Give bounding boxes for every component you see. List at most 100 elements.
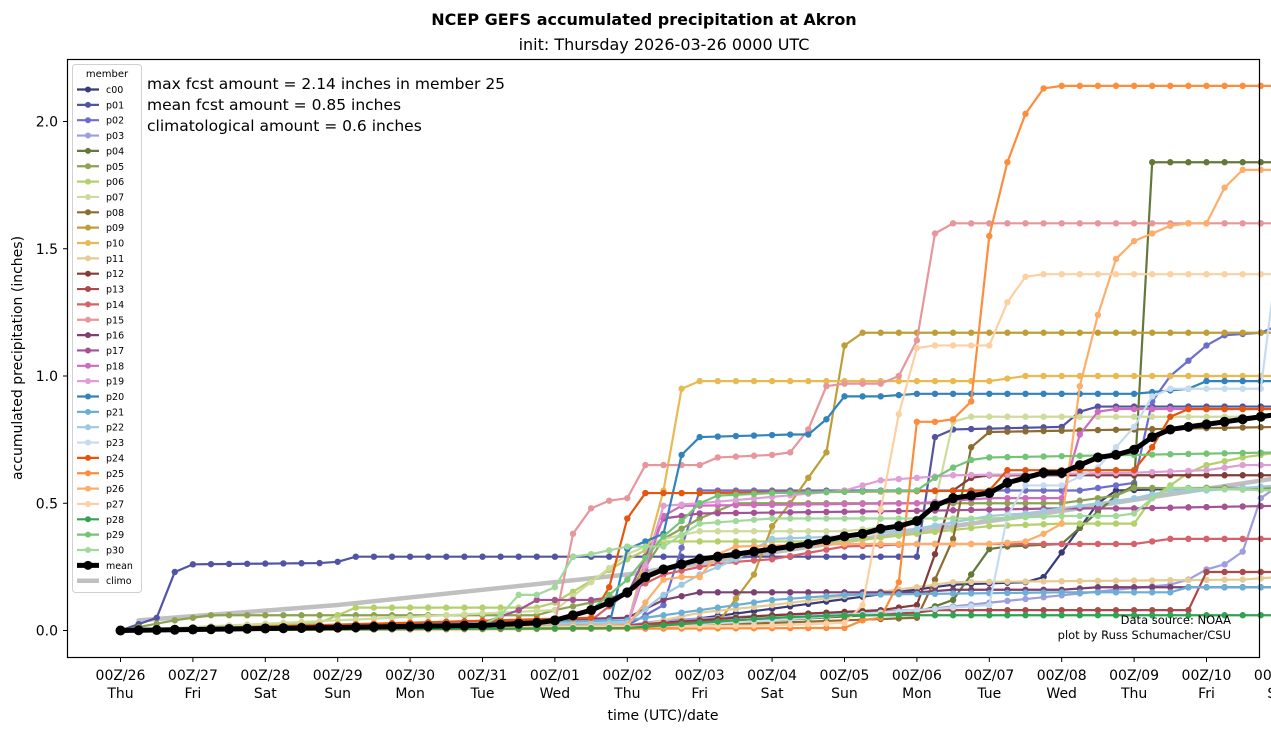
legend-marker-p13 xyxy=(85,286,91,293)
data-point-p15 xyxy=(1076,220,1084,227)
data-point-p26 xyxy=(1022,538,1029,545)
data-point-p10 xyxy=(678,385,685,392)
data-point-p07 xyxy=(1203,413,1210,420)
data-point-p30 xyxy=(1185,485,1192,492)
data-point-p14 xyxy=(1221,535,1228,543)
data-point-p22 xyxy=(678,581,685,588)
data-point-mean xyxy=(423,621,434,632)
data-point-p18 xyxy=(895,500,902,507)
data-point-p06 xyxy=(370,604,378,611)
data-point-p01 xyxy=(298,560,305,567)
data-point-p23 xyxy=(968,603,975,610)
legend-label-p25: p25 xyxy=(106,469,124,480)
data-point-p11 xyxy=(1022,578,1029,585)
data-point-p27 xyxy=(1004,298,1011,306)
data-point-p20 xyxy=(1130,390,1138,398)
legend-item-p07: p07 xyxy=(77,192,124,203)
data-point-p18 xyxy=(913,500,921,507)
data-point-p10 xyxy=(1040,372,1047,380)
data-point-p06 xyxy=(334,612,341,619)
data-point-mean xyxy=(278,623,289,634)
data-point-p17 xyxy=(787,509,794,516)
data-point-p07 xyxy=(352,616,359,623)
data-point-p06 xyxy=(895,532,902,539)
data-point-p25 xyxy=(859,617,866,624)
data-point-p15 xyxy=(606,497,613,504)
data-point-p28 xyxy=(895,612,902,619)
data-point-p29 xyxy=(841,488,848,495)
series-p24 xyxy=(117,405,1271,634)
data-point-p01 xyxy=(425,553,432,560)
legend-item-p11: p11 xyxy=(77,254,124,265)
data-point-p06 xyxy=(913,530,921,537)
data-point-p23 xyxy=(1167,385,1174,392)
data-point-p24 xyxy=(1203,405,1210,413)
data-point-p01 xyxy=(606,553,613,560)
legend-marker-p21 xyxy=(85,408,91,415)
data-point-p30 xyxy=(805,515,812,522)
data-point-p12 xyxy=(1185,472,1192,479)
data-point-p03 xyxy=(1022,595,1029,603)
legend-marker-p06 xyxy=(85,178,91,185)
x-tick-label-day: Sat xyxy=(1267,686,1271,702)
x-tick-label-day: Mon xyxy=(902,686,932,702)
data-point-p09 xyxy=(1239,329,1246,336)
data-point-p15 xyxy=(931,230,939,237)
data-point-p09 xyxy=(750,571,758,578)
data-point-p23 xyxy=(1040,482,1047,489)
data-point-mean xyxy=(1237,414,1248,425)
data-point-p28 xyxy=(1022,612,1029,619)
data-point-p25 xyxy=(1149,82,1156,90)
data-point-p04 xyxy=(1185,159,1192,166)
data-point-p10 xyxy=(787,377,794,385)
data-point-p24 xyxy=(624,515,631,522)
data-point-p07 xyxy=(750,528,758,535)
data-point-p19 xyxy=(1167,468,1174,475)
data-point-p26 xyxy=(1130,237,1138,245)
data-point-p28 xyxy=(1004,612,1011,619)
data-point-p17 xyxy=(1257,502,1265,510)
data-point-p11 xyxy=(968,578,975,586)
data-point-p06 xyxy=(1094,520,1102,527)
data-point-p01 xyxy=(352,553,359,560)
data-point-p10 xyxy=(805,377,812,385)
data-point-p06 xyxy=(1076,520,1084,527)
data-point-p05 xyxy=(1112,492,1120,499)
data-point-p21 xyxy=(787,595,794,602)
x-tick-label-time: 00Z/29 xyxy=(313,668,363,684)
data-point-p01 xyxy=(262,560,269,567)
data-point-p19 xyxy=(913,474,921,481)
data-point-p21 xyxy=(968,590,975,597)
annotation-max: max fcst amount = 2.14 inches in member … xyxy=(147,75,505,93)
data-point-p20 xyxy=(1203,377,1210,385)
legend-label-p01: p01 xyxy=(106,100,124,111)
data-point-p11 xyxy=(1004,578,1011,585)
legend-item-c00: c00 xyxy=(77,85,123,96)
data-point-p02 xyxy=(1040,487,1047,494)
data-point-p23 xyxy=(949,604,957,611)
data-point-p25 xyxy=(913,418,921,426)
data-point-p30 xyxy=(1149,494,1156,502)
data-point-mean xyxy=(749,546,759,557)
data-point-p30 xyxy=(497,612,504,619)
data-point-p06 xyxy=(425,604,432,611)
data-point-p29 xyxy=(1058,452,1065,460)
data-point-p15 xyxy=(660,461,667,469)
data-point-p05 xyxy=(298,612,305,619)
data-point-p07 xyxy=(461,611,468,618)
data-point-p22 xyxy=(1112,497,1120,504)
legend-label-p08: p08 xyxy=(106,208,124,219)
x-tick-label-time: 00Z/10 xyxy=(1182,668,1232,684)
legend-label-p29: p29 xyxy=(106,530,124,541)
data-point-p14 xyxy=(696,563,703,571)
data-point-p24 xyxy=(949,487,957,495)
data-point-p30 xyxy=(1076,512,1084,520)
x-tick-label-day: Thu xyxy=(1120,686,1147,702)
data-point-p06 xyxy=(1239,454,1246,461)
data-point-p09 xyxy=(1185,329,1192,336)
data-point-p27 xyxy=(1203,271,1210,278)
data-point-p23 xyxy=(1112,444,1120,451)
data-point-p17 xyxy=(1149,504,1156,512)
data-point-p14 xyxy=(1058,540,1065,548)
